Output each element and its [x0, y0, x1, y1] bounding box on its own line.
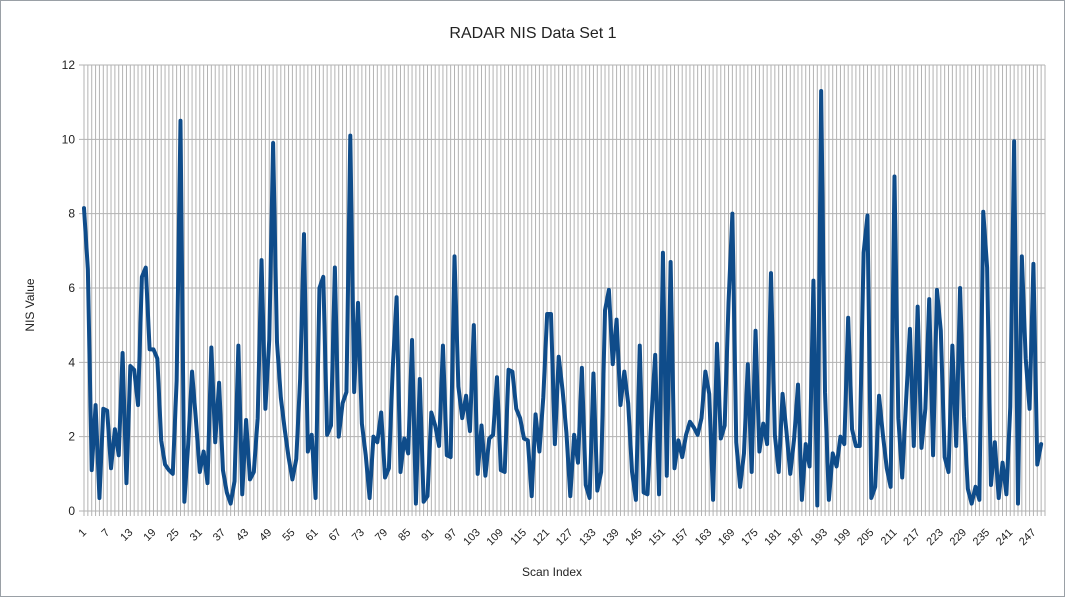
y-tick-label: 6: [68, 281, 75, 295]
x-tick-label: 67: [327, 527, 344, 544]
x-tick-label: 115: [508, 527, 529, 548]
x-tick-label: 55: [280, 527, 297, 544]
x-tick-label: 229: [948, 527, 969, 548]
x-tick-label: 211: [879, 527, 900, 548]
x-tick-label: 97: [442, 527, 459, 544]
x-tick-label: 169: [716, 527, 737, 548]
x-tick-label: 103: [461, 527, 482, 548]
x-tick-label: 187: [786, 527, 807, 548]
y-tick-labels: 0 2 4 6 8 10 12: [62, 58, 76, 518]
x-tick-label: 139: [600, 527, 621, 548]
x-tick-label: 61: [304, 527, 321, 544]
x-tick-label: 13: [118, 527, 135, 544]
x-tick-label: 19: [141, 527, 158, 544]
x-tick-label: 193: [809, 527, 830, 548]
y-axis-label: NIS Value: [23, 278, 37, 331]
y-tick-label: 4: [68, 355, 75, 369]
x-tick-label: 49: [257, 527, 274, 544]
x-tick-label: 163: [693, 527, 714, 548]
x-tick-label: 31: [188, 527, 205, 544]
y-tick-label: 0: [68, 504, 75, 518]
x-tick-label: 181: [762, 527, 783, 548]
x-tick-label: 133: [577, 527, 598, 548]
x-tick-label: 73: [350, 527, 367, 544]
x-tick-label: 217: [901, 527, 922, 548]
x-tick-label: 145: [623, 527, 644, 548]
x-tick-label: 91: [419, 527, 436, 544]
y-tick-label: 10: [62, 132, 76, 146]
x-tick-label: 205: [855, 527, 876, 548]
x-tick-label: 235: [971, 527, 992, 548]
y-tick-label: 8: [68, 207, 75, 221]
x-tick-label: 247: [1017, 527, 1038, 548]
nis-series-line: [82, 89, 1044, 508]
series-group: [82, 89, 1044, 508]
x-tick-label: 151: [647, 527, 668, 548]
x-tick-label: 37: [211, 527, 228, 544]
x-tick-label: 121: [531, 527, 552, 548]
x-tick-label: 43: [234, 527, 251, 544]
x-tick-label: 109: [484, 527, 505, 548]
x-tick-label: 127: [554, 527, 575, 548]
x-tick-label: 223: [924, 527, 945, 548]
x-tick-label: 79: [373, 527, 390, 544]
x-tick-label: 7: [99, 527, 112, 540]
x-tick-label: 85: [396, 527, 413, 544]
x-tick-labels: 1 7 13 19 25 31 37 43 49 55 61 67 73 79 85 91 97 103 109 11…: [76, 527, 1038, 548]
x-tick-label: 25: [165, 527, 182, 544]
x-tick-label: 241: [994, 527, 1015, 548]
x-axis-label: Scan Index: [522, 565, 582, 579]
x-tick-label: 157: [670, 527, 691, 548]
x-tick-label: 199: [832, 527, 853, 548]
y-tick-label: 12: [62, 58, 76, 72]
y-tick-label: 2: [68, 430, 75, 444]
x-tick-label: 175: [739, 527, 760, 548]
chart-title: RADAR NIS Data Set 1: [449, 25, 616, 42]
x-tick-label: 1: [76, 527, 89, 540]
